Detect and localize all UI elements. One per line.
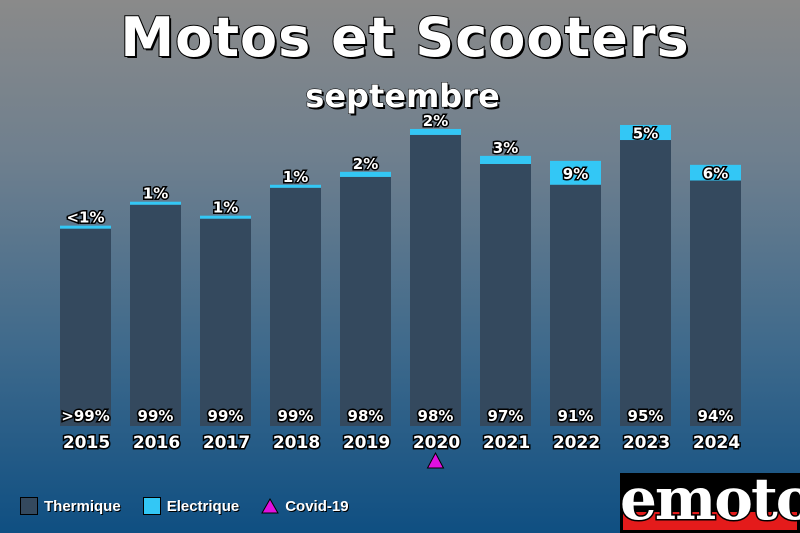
x-tick-label: 2022 [553,433,600,453]
label-electrique: 1% [143,185,168,203]
emoto-logo: emoto [620,473,800,533]
label-electrique: 3% [493,139,518,157]
label-thermique: 99% [278,407,314,425]
bar-thermique [270,187,321,426]
chart-title: Motos et Scooters [119,5,690,70]
label-thermique: 95% [628,407,664,425]
legend-label-thermique: Thermique [44,497,121,515]
bar-electrique [200,215,251,219]
bar-thermique [550,184,601,426]
label-thermique: 98% [348,407,384,425]
legend-item-covid: Covid-19 [261,497,349,515]
label-electrique: 2% [423,112,448,130]
logo-red-band [623,512,797,530]
label-thermique: 99% [208,407,244,425]
x-tick-label: 2015 [63,433,110,453]
logo-text: emoto [620,473,800,533]
legend: Thermique Electrique Covid-19 [20,496,371,516]
x-tick-label: 2020 [413,433,460,453]
x-tick-label: 2024 [693,433,740,453]
bar-thermique [340,176,391,426]
bar-electrique [340,171,391,177]
legend-item-electrique: Electrique [142,497,240,515]
label-thermique: >99% [61,407,109,425]
label-electrique: 6% [703,165,728,183]
label-thermique: 94% [698,407,734,425]
legend-swatch-electrique [142,497,161,515]
bar-thermique [480,163,531,426]
label-electrique: <1% [66,209,104,227]
label-electrique: 2% [353,155,378,173]
bar-electrique [620,124,671,141]
label-electrique: 1% [213,199,238,217]
x-tick-label: 2023 [623,433,670,453]
bar-thermique [200,218,251,426]
bar-thermique [620,140,671,426]
bar-thermique [130,204,181,426]
x-tick-label: 2017 [203,433,250,453]
label-electrique: 9% [563,165,588,183]
x-tick-label: 2021 [483,433,530,453]
bar-electrique [60,225,111,229]
label-electrique: 1% [283,168,308,186]
x-tick-label: 2019 [343,433,390,453]
legend-swatch-thermique [20,497,38,515]
bar-thermique [60,228,111,426]
bar-electrique [270,184,321,188]
bar-electrique [690,164,741,181]
legend-label-electrique: Electrique [166,497,240,515]
bar-electrique [550,160,601,185]
bar-thermique [410,134,461,426]
label-electrique: 5% [633,124,658,142]
label-thermique: 99% [138,407,174,425]
bar-electrique [130,201,181,205]
label-thermique: 91% [558,407,594,425]
bar-electrique [480,155,531,164]
x-tick-label: 2016 [133,433,180,453]
legend-label-covid: Covid-19 [285,497,349,515]
bar-thermique [690,180,741,426]
label-thermique: 98% [418,407,454,425]
chart-subtitle: septembre [305,77,500,116]
legend-item-thermique: Thermique [20,497,121,515]
covid-marker [426,451,445,469]
x-tick-label: 2018 [273,433,320,453]
bar-electrique [410,128,461,135]
label-thermique: 97% [488,407,524,425]
triangle-icon [261,498,280,514]
